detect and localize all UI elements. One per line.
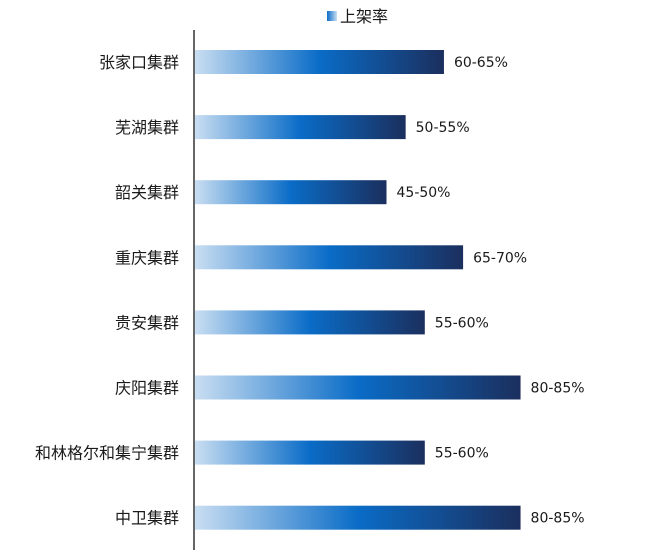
value-label: 80-85% (531, 381, 585, 397)
bar (195, 50, 444, 74)
bar (195, 310, 425, 335)
bar (195, 375, 521, 400)
category-label: 贵安集群 (115, 313, 179, 332)
bar (195, 505, 521, 530)
value-label: 50-55% (416, 120, 470, 136)
legend: 上架率 (327, 7, 388, 26)
category-label: 芜湖集群 (115, 118, 179, 137)
value-label: 55-60% (435, 446, 489, 462)
category-label: 重庆集群 (115, 248, 179, 267)
value-label: 45-50% (397, 185, 451, 201)
value-label: 80-85% (531, 511, 585, 527)
value-label: 55-60% (435, 315, 489, 331)
legend-label: 上架率 (340, 7, 388, 26)
value-label: 60-65% (454, 55, 508, 71)
category-label: 庆阳集群 (115, 379, 179, 398)
bar (195, 245, 464, 270)
category-label: 中卫集群 (115, 509, 179, 528)
legend-swatch (327, 11, 337, 21)
bar (195, 115, 406, 140)
bar (195, 180, 387, 205)
bar (195, 440, 425, 465)
bars-group: 张家口集群 60-65% 芜湖集群 50-55% 韶关集群 45-50% 重庆集群 65-70… (35, 50, 585, 530)
category-label: 张家口集群 (99, 53, 179, 72)
value-label: 65-70% (473, 250, 527, 266)
category-label: 韶关集群 (115, 183, 179, 202)
category-label: 和林格尔和集宁集群 (35, 444, 179, 463)
